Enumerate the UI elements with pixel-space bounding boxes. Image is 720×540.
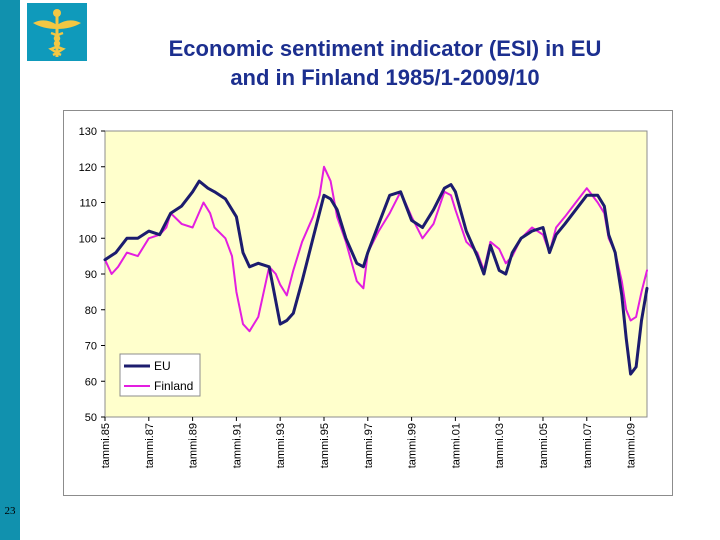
x-tick-label: tammi.05 bbox=[538, 423, 550, 468]
slide-title-line-2: and in Finland 1985/1-2009/10 bbox=[230, 65, 540, 90]
series-layer bbox=[103, 165, 649, 376]
x-tick-label: tammi.87 bbox=[144, 423, 156, 468]
x-tick-label: tammi.99 bbox=[407, 423, 419, 468]
x-tick-label: tammi.95 bbox=[319, 423, 331, 468]
x-tick-label: tammi.93 bbox=[275, 423, 287, 468]
x-axis: tammi.85 tammi.87 tammi.89 tammi.91 tammi.93… bbox=[100, 417, 638, 468]
y-tick-label: 100 bbox=[79, 233, 97, 245]
y-tick-label: 80 bbox=[85, 305, 97, 317]
y-tick-label: 60 bbox=[85, 376, 97, 388]
caduceus-icon bbox=[27, 3, 87, 61]
x-tick-label: tammi.07 bbox=[582, 423, 594, 468]
x-tick-label: tammi.03 bbox=[494, 423, 506, 468]
accent-side-bar bbox=[0, 0, 20, 540]
x-tick-label: tammi.89 bbox=[188, 423, 200, 468]
y-axis: 50 60 70 80 90 100 110 120 130 bbox=[79, 126, 105, 424]
y-tick-label: 130 bbox=[79, 126, 97, 138]
slide-title: Economic sentiment indicator (ESI) in EU… bbox=[95, 34, 675, 92]
page-number: 23 bbox=[4, 505, 16, 517]
y-tick-label: 70 bbox=[85, 341, 97, 353]
y-tick-label: 90 bbox=[85, 269, 97, 281]
slide-title-line-1: Economic sentiment indicator (ESI) in EU bbox=[168, 36, 602, 61]
legend-eu-label: EU bbox=[154, 359, 171, 373]
x-tick-label: tammi.91 bbox=[231, 423, 243, 468]
x-tick-label: tammi.85 bbox=[100, 423, 112, 468]
series-line-eu bbox=[103, 179, 649, 376]
legend-box bbox=[119, 353, 201, 397]
y-tick-label: 120 bbox=[79, 162, 97, 174]
legend-finland-label: Finland bbox=[154, 379, 193, 393]
y-tick-label: 110 bbox=[79, 198, 97, 210]
y-tick-label: 50 bbox=[85, 412, 97, 424]
legend: EU Finland bbox=[119, 353, 201, 397]
x-tick-label: tammi.09 bbox=[626, 423, 638, 468]
x-tick-label: tammi.01 bbox=[450, 423, 462, 468]
logo bbox=[27, 3, 87, 61]
x-tick-label: tammi.97 bbox=[363, 423, 375, 468]
